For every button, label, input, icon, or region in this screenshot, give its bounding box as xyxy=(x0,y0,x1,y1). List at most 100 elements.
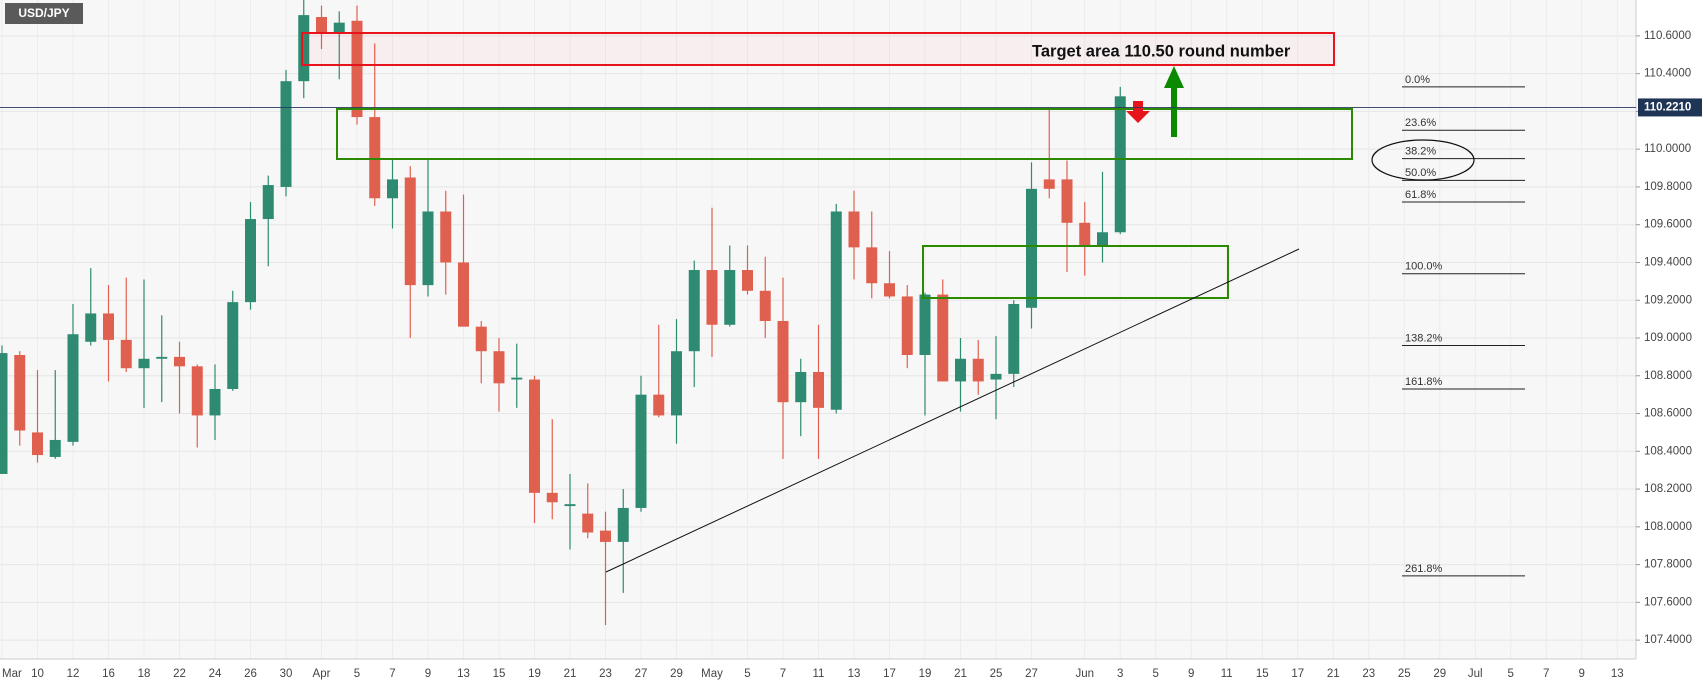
x-tick-label: Jun xyxy=(1075,668,1094,680)
y-tick-label: 109.0000 xyxy=(1644,332,1692,344)
x-tick-label: 27 xyxy=(1025,668,1038,680)
x-tick-label: 15 xyxy=(493,668,506,680)
x-tick-label: 12 xyxy=(67,668,80,680)
x-tick-label: 5 xyxy=(1508,668,1514,680)
candle-body xyxy=(511,377,523,380)
candle-body xyxy=(458,262,469,327)
support-box xyxy=(922,245,1229,299)
candle-body xyxy=(759,290,771,322)
y-tick-label: 110.0000 xyxy=(1644,143,1691,155)
x-tick-label: 17 xyxy=(1291,668,1304,680)
fib-label: 50.0% xyxy=(1405,167,1436,179)
y-tick-label: 108.4000 xyxy=(1644,445,1692,457)
fib-label: 100.0% xyxy=(1405,261,1443,273)
candle-body xyxy=(369,117,381,199)
up-arrow-head xyxy=(1164,66,1184,88)
candle-body xyxy=(884,283,895,297)
candle-body xyxy=(209,388,221,416)
x-tick-label: 5 xyxy=(354,668,360,680)
x-tick-label: 9 xyxy=(1579,668,1585,680)
candle-body xyxy=(85,313,97,342)
annotation: Target area 110.50 round number xyxy=(1032,42,1291,60)
candle-body xyxy=(919,294,931,355)
chart-title: USD/JPY xyxy=(18,6,69,20)
x-tick-label: 13 xyxy=(457,668,470,680)
candle-body xyxy=(333,22,345,33)
candle-body xyxy=(298,15,310,82)
candle-body xyxy=(813,371,824,408)
target-box xyxy=(301,32,1335,66)
candle-body xyxy=(1008,304,1020,374)
candle-body xyxy=(990,373,1002,380)
candle-body xyxy=(706,270,718,325)
candle-body xyxy=(866,247,878,284)
time-axis-background xyxy=(0,659,1636,687)
candle-body xyxy=(582,513,594,533)
x-tick-label: 29 xyxy=(1433,668,1446,680)
y-tick-label: 109.6000 xyxy=(1644,219,1692,231)
fib-label: 161.8% xyxy=(1405,376,1443,388)
candle-body xyxy=(191,366,203,416)
last-price-label: 110.2210 xyxy=(1644,101,1691,113)
y-tick-label: 108.0000 xyxy=(1644,521,1692,533)
candle-body xyxy=(777,321,789,403)
down-arrow-head xyxy=(1126,111,1150,123)
y-tick-label: 108.6000 xyxy=(1644,408,1692,420)
x-tick-label: Mar xyxy=(2,668,22,680)
candle-body xyxy=(280,81,292,187)
candle-body xyxy=(475,326,487,352)
candle-body xyxy=(493,351,505,384)
candle-body xyxy=(688,270,700,352)
candle-body xyxy=(103,313,114,340)
candle-body xyxy=(1079,222,1091,246)
fib-label: 23.6% xyxy=(1405,117,1436,129)
fib-label: 261.8% xyxy=(1405,563,1443,575)
resistance-box xyxy=(336,108,1353,160)
x-tick-label: 5 xyxy=(1153,668,1159,680)
x-tick-label: 22 xyxy=(173,668,186,680)
y-tick-label: 107.6000 xyxy=(1644,596,1692,608)
candle-body xyxy=(671,351,682,416)
x-tick-label: 13 xyxy=(848,668,861,680)
candle-body xyxy=(1043,179,1055,189)
x-tick-label: 9 xyxy=(1188,668,1194,680)
y-tick-label: 107.4000 xyxy=(1644,634,1692,646)
y-tick-label: 109.2000 xyxy=(1644,294,1692,306)
x-tick-label: 29 xyxy=(670,668,683,680)
x-tick-label: 15 xyxy=(1256,668,1269,680)
candle-body xyxy=(795,371,807,403)
candle-body xyxy=(316,16,327,33)
fibonacci: 0.0% 23.6% 38.2% 50.0% 61.8% 100.0% 138.2% 161.… xyxy=(1402,74,1525,577)
candle-body xyxy=(617,507,629,542)
drawings: Target area 110.50 round number xyxy=(301,32,1475,573)
fib-label: 138.2% xyxy=(1405,332,1443,344)
fib-label: 61.8% xyxy=(1405,189,1436,201)
x-tick-label: 19 xyxy=(919,668,932,680)
candle-body xyxy=(351,20,363,118)
candle-body xyxy=(742,270,753,291)
x-tick-label: 7 xyxy=(1543,668,1549,680)
candle-body xyxy=(830,211,842,410)
y-tick-label: 109.8000 xyxy=(1644,181,1692,193)
y-tick-label: 110.4000 xyxy=(1644,68,1691,80)
x-tick-label: 13 xyxy=(1611,668,1624,680)
x-tick-label: 25 xyxy=(990,668,1003,680)
y-tick-label: 109.4000 xyxy=(1644,256,1692,268)
y-tick-label: 108.8000 xyxy=(1644,370,1692,382)
candle-body xyxy=(49,439,61,457)
up-arrow-shaft xyxy=(1171,84,1177,137)
x-tick-label: 23 xyxy=(1362,668,1375,680)
candles xyxy=(0,0,1126,626)
y-tick-label: 110.6000 xyxy=(1644,30,1691,42)
x-tick-label: 3 xyxy=(1117,668,1123,680)
down-arrow-shaft xyxy=(1133,101,1143,111)
x-tick-label: 11 xyxy=(1221,668,1233,680)
x-tick-label: 25 xyxy=(1398,668,1411,680)
candle-body xyxy=(387,179,398,199)
fib-ellipse xyxy=(1371,139,1475,181)
x-tick-label: Apr xyxy=(313,668,331,680)
candle-body xyxy=(440,211,452,263)
x-tick-label: 17 xyxy=(883,668,896,680)
x-tick-label: 21 xyxy=(954,668,967,680)
